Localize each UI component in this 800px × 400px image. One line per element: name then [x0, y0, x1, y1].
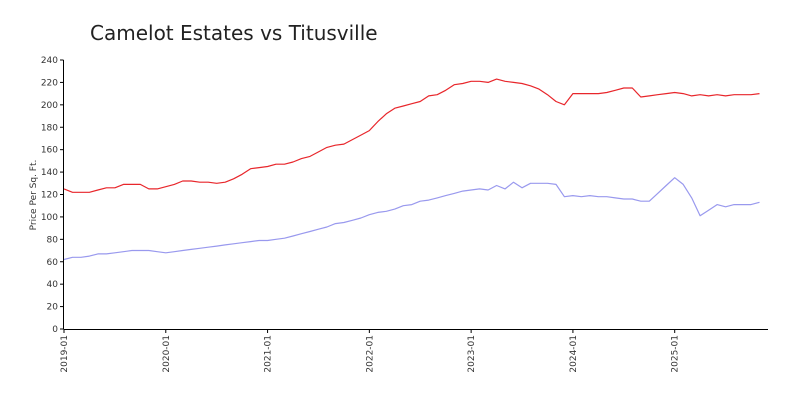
x-tick-label: 2019-01	[60, 335, 70, 373]
y-tick-label: 240	[41, 56, 58, 66]
y-tick-label: 120	[41, 191, 58, 201]
series-line-1	[63, 78, 760, 193]
chart-title: Camelot Estates vs Titusville	[90, 21, 378, 45]
series-layer	[63, 78, 760, 261]
x-axis: 2019-01 2020-01 2021-01 2022-01 2023-01 2024-…	[60, 329, 768, 373]
y-axis-label: Price Per Sq. Ft.	[29, 160, 39, 231]
x-tick-label: 2025-01	[671, 335, 681, 373]
x-tick-label: 2021-01	[264, 335, 274, 373]
y-tick-label: 200	[41, 101, 58, 111]
y-tick-label: 180	[41, 123, 58, 133]
x-tick-label: 2023-01	[467, 335, 477, 373]
x-tick-label: 2024-01	[569, 335, 579, 373]
series-line-2	[63, 177, 760, 261]
y-tick-label: 140	[41, 168, 58, 178]
y-tick-label: 20	[47, 303, 59, 313]
y-tick-label: 60	[47, 258, 59, 268]
y-tick-label: 160	[41, 146, 58, 156]
y-tick-label: 80	[47, 235, 59, 245]
y-tick-label: 100	[41, 213, 58, 223]
x-tick-label: 2020-01	[162, 335, 172, 373]
y-axis: 0 20 40 60 80 100 120 140 160 180 200 220 240	[41, 56, 64, 335]
x-tick-label: 2022-01	[365, 335, 375, 373]
y-tick-label: 220	[41, 78, 58, 88]
y-tick-label: 40	[47, 280, 59, 290]
y-tick-label: 0	[52, 325, 58, 335]
